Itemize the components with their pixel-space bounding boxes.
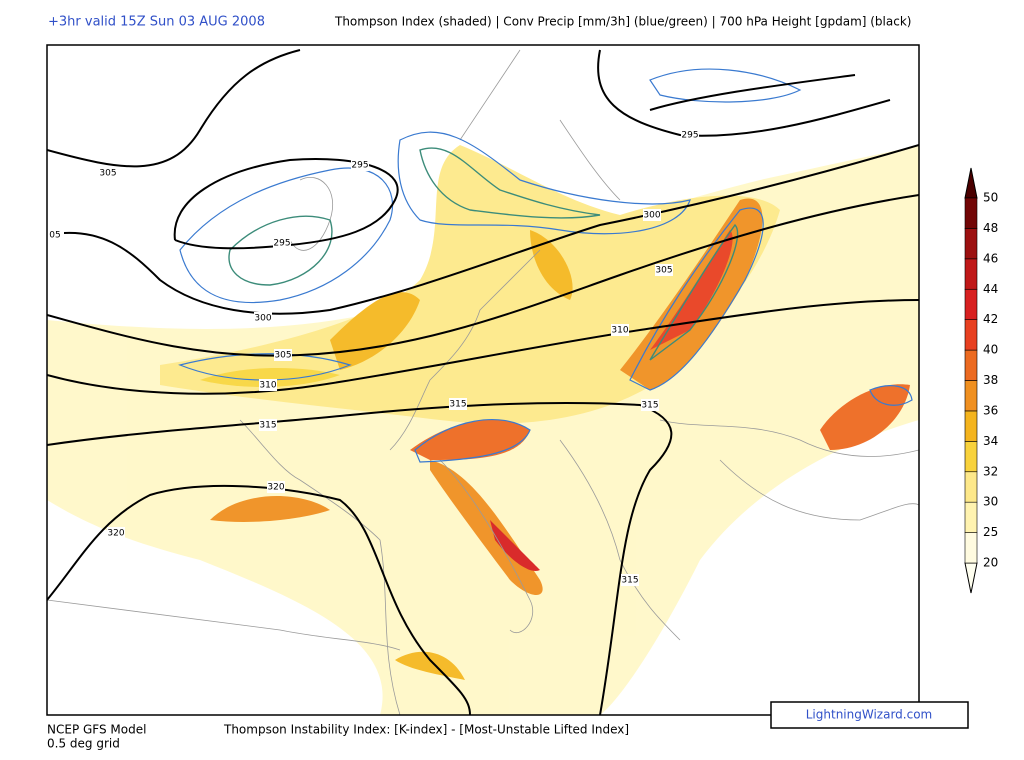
- contour-label: 310: [611, 326, 628, 336]
- contour-label-bg: [107, 527, 125, 539]
- map: 305 05 295 300 305 310 315 320 320 295 300 305 310 31…: [46, 44, 920, 716]
- colorbar-label: 20: [983, 556, 998, 570]
- colorbar-label: 50: [983, 191, 998, 205]
- colorbar-bottom-cap: [964, 562, 978, 594]
- colorbar-top-cap: [964, 167, 978, 199]
- colorbar-label: 38: [983, 373, 998, 387]
- contour-label: 305: [274, 351, 291, 361]
- colorbar-segment: [964, 258, 978, 290]
- colorbar-label: 44: [983, 282, 998, 296]
- colorbar-label: 36: [983, 403, 998, 417]
- index-description: Thompson Instability Index: [K-index] - …: [223, 723, 629, 737]
- colorbar-label: 34: [983, 434, 998, 448]
- contour-label-bg: [449, 398, 467, 410]
- contour-label-bg: [655, 264, 673, 276]
- colorbar-segment: [964, 319, 978, 351]
- map-frame: [46, 44, 920, 716]
- colorbar-label: 32: [983, 464, 998, 478]
- colorbar-segment: [964, 501, 978, 533]
- contour-label-bg: [274, 349, 292, 361]
- contour-label: 05: [49, 231, 60, 241]
- colorbar-segment: [964, 228, 978, 260]
- brand: LightningWizard.com: [806, 708, 932, 722]
- colorbar-segment: [964, 349, 978, 381]
- contour-label: 315: [259, 421, 276, 431]
- contour-label: 315: [621, 576, 638, 586]
- model-name: NCEP GFS Model: [47, 723, 146, 737]
- contour-label-bg: [611, 324, 629, 336]
- colorbar-segment: [964, 532, 978, 564]
- contour-label: 295: [681, 131, 698, 141]
- contour-label: 315: [641, 401, 658, 411]
- contour-label: 300: [643, 211, 660, 221]
- colorbar-segment: [964, 380, 978, 412]
- contour-label-bg: [259, 419, 277, 431]
- colorbar-label: 42: [983, 312, 998, 326]
- contour-label: 315: [449, 400, 466, 410]
- contour-label-bg: [273, 237, 291, 249]
- coastlines: [47, 49, 919, 715]
- brand-box: [770, 701, 969, 729]
- shading: [47, 145, 919, 715]
- contour-label-bg: [621, 574, 639, 586]
- contour-label: 300: [254, 314, 271, 324]
- contour-label: 320: [107, 529, 124, 539]
- colorbar-segment: [964, 288, 978, 320]
- precip-contours: [178, 68, 913, 463]
- contour-label-bg: [267, 481, 285, 493]
- contour-label-bg: [254, 312, 272, 324]
- contour-label: 320: [267, 483, 284, 493]
- contour-label: 295: [351, 161, 368, 171]
- contour-label: 305: [655, 266, 672, 276]
- colorbar-segment: [964, 441, 978, 473]
- colorbar-segment: [964, 410, 978, 442]
- contour-label-bg: [643, 209, 661, 221]
- colorbar-label: 46: [983, 251, 998, 265]
- contour-label-bg: [641, 399, 659, 411]
- contour-label-bg: [681, 129, 699, 141]
- contour-label: 305: [99, 169, 116, 179]
- map-title: Thompson Index (shaded) | Conv Precip [m…: [334, 15, 911, 29]
- contour-label: 295: [273, 239, 290, 249]
- colorbar-label: 25: [983, 525, 998, 539]
- colorbar-label: 30: [983, 495, 998, 509]
- grid-resolution: 0.5 deg grid: [47, 737, 120, 751]
- colorbar-segment: [964, 197, 978, 229]
- contour-label-bg: [99, 167, 117, 179]
- colorbar: 20 25 30 32 34 36 38 40 42 44 46 48 50: [964, 167, 998, 594]
- contour-label-bg: [351, 159, 369, 171]
- contour-label: 310: [259, 381, 276, 391]
- colorbar-label: 40: [983, 343, 998, 357]
- valid-time: +3hr valid 15Z Sun 03 AUG 2008: [48, 15, 265, 30]
- colorbar-segment: [964, 471, 978, 503]
- contour-label-bg: [47, 229, 64, 241]
- colorbar-label: 48: [983, 221, 998, 235]
- contour-label-bg: [259, 379, 277, 391]
- height-contours: [47, 49, 919, 715]
